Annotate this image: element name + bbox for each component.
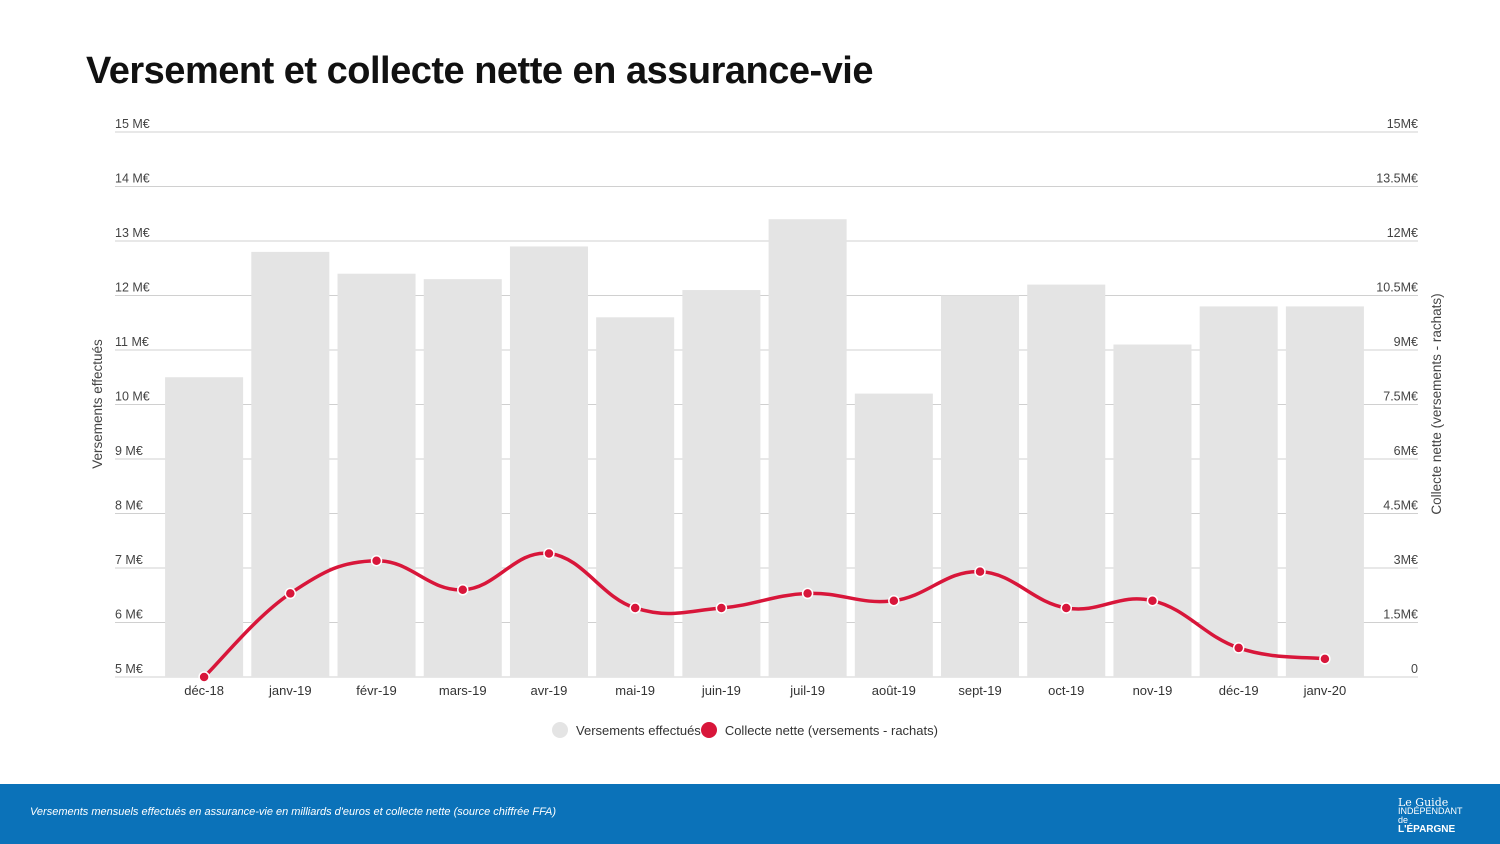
- chart-title: Versement et collecte nette en assurance…: [86, 50, 873, 92]
- y2-axis-label: Collecte nette (versements - rachats): [1429, 293, 1444, 514]
- collecte-point: [198, 671, 210, 683]
- x-tick-label: août-19: [872, 683, 916, 698]
- collecte-point: [284, 587, 297, 600]
- y2-tick-label: 6M€: [1394, 444, 1418, 458]
- legend-swatch: [700, 722, 717, 738]
- y-tick-label: 8 M€: [115, 499, 143, 513]
- legend-swatch: [552, 722, 569, 738]
- y-tick-label: 15 M€: [115, 117, 150, 131]
- footer: Versements mensuels effectués en assuran…: [0, 784, 1500, 844]
- bar: [165, 377, 244, 677]
- y-tick-label: 11 M€: [115, 335, 149, 349]
- y2-tick-label: 9M€: [1394, 335, 1418, 349]
- collecte-point: [1319, 653, 1331, 665]
- x-tick-label: juil-19: [789, 683, 825, 698]
- collecte-point: [974, 565, 986, 578]
- bar: [251, 251, 330, 677]
- y-tick-label: 14 M€: [115, 172, 150, 186]
- legend-label: Collecte nette (versements - rachats): [724, 722, 938, 738]
- y2-tick-label: 4.5M€: [1383, 499, 1418, 513]
- y2-tick-label: 3M€: [1394, 553, 1418, 567]
- collecte-point: [888, 594, 900, 607]
- x-tick-label: janv-19: [268, 683, 312, 698]
- y-tick-label: 13 M€: [115, 226, 150, 240]
- y-axis-label: Versements effectués: [90, 339, 105, 469]
- y-tick-label: 5 M€: [115, 662, 143, 676]
- bar: [1285, 306, 1364, 677]
- footer-caption: Versements mensuels effectués en assuran…: [30, 806, 557, 818]
- x-tick-label: juin-19: [701, 683, 741, 698]
- x-tick-label: sept-19: [958, 683, 1001, 698]
- y2-tick-label: 10.5M€: [1376, 281, 1418, 295]
- y2-tick-label: 13.5M€: [1376, 172, 1418, 186]
- y-tick-label: 10 M€: [115, 390, 150, 404]
- legend: Versements effectués Collecte nette (ver…: [0, 722, 1500, 738]
- x-tick-label: déc-19: [1219, 683, 1259, 698]
- collecte-point: [715, 602, 728, 614]
- x-tick-label: oct-19: [1048, 683, 1084, 698]
- y-tick-label: 9 M€: [115, 444, 143, 458]
- logo: Le Guide INDÉPENDANT de L'ÉPARGNE: [1398, 796, 1463, 835]
- y2-tick-label: 15M€: [1387, 117, 1418, 131]
- collecte-point: [1060, 602, 1072, 614]
- bar: [423, 279, 502, 677]
- bar: [941, 295, 1020, 677]
- legend-label: Versements effectués: [576, 722, 701, 738]
- bar: [337, 273, 416, 677]
- x-tick-label: avr-19: [531, 683, 568, 698]
- y2-tick-label: 1.5M€: [1383, 608, 1418, 622]
- collecte-point: [801, 587, 814, 600]
- legend-item-versements[interactable]: Versements effectués: [552, 722, 701, 738]
- y2-tick-label: 0: [1411, 662, 1418, 676]
- bar: [682, 290, 761, 677]
- bar: [1113, 344, 1192, 677]
- bar: [1199, 306, 1278, 677]
- bar: [596, 317, 675, 677]
- x-tick-label: janv-20: [1303, 683, 1347, 698]
- x-tick-label: nov-19: [1133, 683, 1173, 698]
- y-tick-label: 6 M€: [115, 608, 143, 622]
- x-tick-label: févr-19: [356, 683, 396, 698]
- collecte-point: [543, 547, 555, 560]
- bar: [509, 246, 588, 677]
- x-tick-label: déc-18: [184, 683, 224, 698]
- y2-tick-label: 12M€: [1387, 226, 1418, 240]
- x-tick-label: mai-19: [615, 683, 655, 698]
- y2-tick-label: 7.5M€: [1383, 390, 1418, 404]
- chart: 5 M€ 0 6 M€ 1.5M€ 7 M€ 3M€ 8 M€ 4.5M€ 9 M€ 6M€ 10 …: [90, 117, 1444, 698]
- legend-item-collecte[interactable]: Collecte nette (versements - rachats): [700, 722, 938, 738]
- bar: [1027, 284, 1106, 677]
- collecte-point: [1232, 642, 1245, 654]
- collecte-point: [370, 554, 383, 567]
- y-tick-label: 12 M€: [115, 281, 150, 295]
- collecte-point: [457, 584, 469, 596]
- bar: [854, 393, 933, 677]
- x-tick-label: mars-19: [439, 683, 487, 698]
- collecte-point: [1146, 594, 1159, 607]
- bar: [768, 219, 847, 677]
- y-tick-label: 7 M€: [115, 553, 143, 567]
- collecte-point: [629, 602, 641, 614]
